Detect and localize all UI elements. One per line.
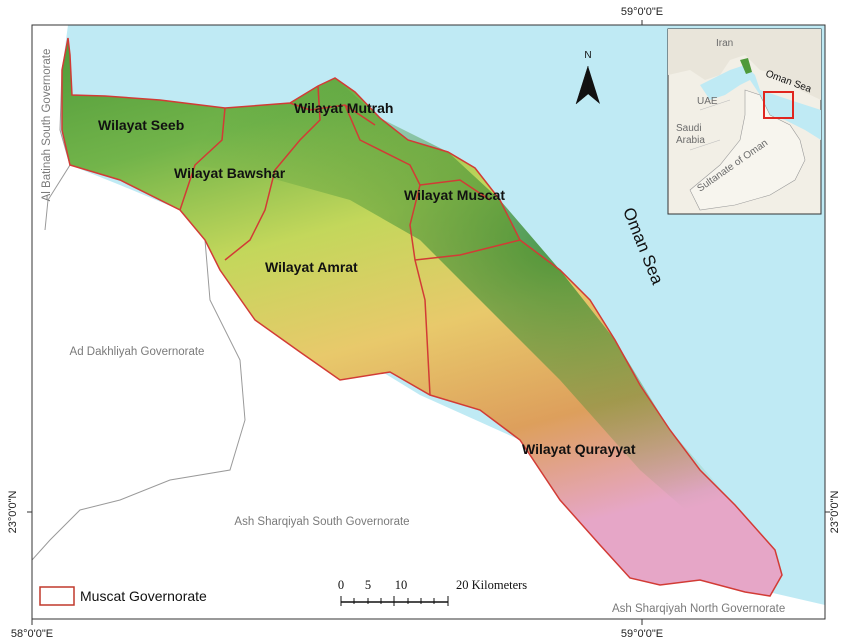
inset-uae: UAE <box>697 96 718 107</box>
label-wilayat-seeb: Wilayat Seeb <box>98 117 184 133</box>
muscat-governorate-boundary <box>61 37 783 597</box>
coord-bottom-right: 59°0'0"E <box>621 628 663 640</box>
inset-saudi-2: Arabia <box>676 135 705 146</box>
scale-label-5: 5 <box>365 578 371 592</box>
label-wilayat-mutrah: Wilayat Mutrah <box>294 100 393 116</box>
label-ash-sharqiyah-south: Ash Sharqiyah South Governorate <box>234 516 409 528</box>
inset-saudi-1: Saudi <box>676 123 702 134</box>
scale-label-10: 10 <box>395 578 408 592</box>
coastal-lowland <box>68 38 775 550</box>
label-wilayat-bawshar: Wilayat Bawshar <box>174 165 286 181</box>
legend: Muscat Governorate <box>39 586 207 606</box>
label-al-batinah-south: Al Batinah South Governorate <box>41 49 53 202</box>
wilayat-boundaries <box>179 85 521 396</box>
coord-left: 23°0'0"N <box>7 491 19 534</box>
label-wilayat-amrat: Wilayat Amrat <box>265 259 358 275</box>
label-ash-sharqiyah-north: Ash Sharqiyah North Governorate <box>612 603 785 615</box>
muscat-governorate <box>62 38 782 596</box>
label-wilayat-qurayyat: Wilayat Qurayyat <box>522 441 636 457</box>
legend-swatch <box>39 586 75 606</box>
label-wilayat-muscat: Wilayat Muscat <box>404 187 505 203</box>
scale-label-20: 20 Kilometers <box>456 578 527 592</box>
coord-right: 23°0'0"N <box>829 491 841 534</box>
inset-sea <box>700 65 821 140</box>
scale-bar: 0 5 10 20 Kilometers <box>338 578 527 606</box>
coord-bottom-left: 58°0'0"E <box>11 628 53 640</box>
coord-top: 59°0'0"E <box>621 6 663 18</box>
label-ad-dakhliyah: Ad Dakhliyah Governorate <box>70 346 205 358</box>
inset-map: Iran UAE Saudi Arabia Oman Sea Sultanate… <box>667 28 822 215</box>
legend-label: Muscat Governorate <box>80 588 207 604</box>
map-border <box>31 24 826 620</box>
inset-iran: Iran <box>716 38 733 49</box>
inset-locator-box <box>763 91 794 119</box>
north-arrow-icon: N <box>575 50 600 105</box>
svg-text:N: N <box>584 50 591 61</box>
outside-land <box>32 25 825 619</box>
scale-label-0: 0 <box>338 578 344 592</box>
